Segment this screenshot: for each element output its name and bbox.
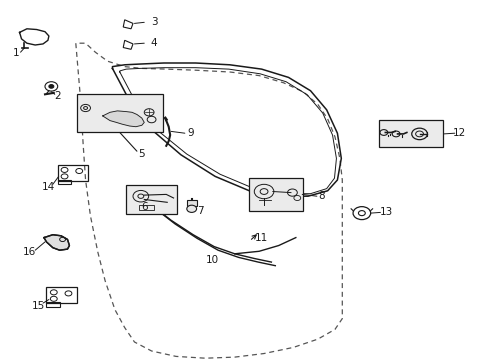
Bar — [77, 94, 162, 132]
Text: 11: 11 — [254, 233, 268, 243]
Text: 13: 13 — [379, 207, 392, 217]
Text: 12: 12 — [452, 128, 466, 138]
Text: 9: 9 — [187, 128, 194, 138]
Bar — [46, 287, 77, 303]
Bar — [58, 180, 71, 184]
Bar — [46, 302, 60, 307]
Circle shape — [49, 85, 54, 88]
Text: 15: 15 — [31, 301, 45, 311]
Text: 14: 14 — [42, 182, 56, 192]
Bar — [249, 178, 303, 211]
Polygon shape — [102, 111, 144, 127]
Bar — [378, 120, 442, 148]
Bar — [126, 185, 177, 214]
Circle shape — [186, 205, 196, 212]
Text: 4: 4 — [150, 38, 157, 48]
Polygon shape — [44, 235, 69, 250]
Text: 16: 16 — [22, 247, 36, 257]
Text: 8: 8 — [318, 191, 325, 201]
Text: 2: 2 — [54, 91, 61, 101]
Bar — [58, 165, 88, 181]
Text: 1: 1 — [12, 48, 19, 58]
Text: 3: 3 — [150, 17, 157, 27]
Text: 10: 10 — [206, 255, 219, 265]
Bar — [186, 200, 196, 206]
Text: 7: 7 — [197, 206, 203, 216]
Bar — [139, 205, 154, 210]
Text: 6: 6 — [141, 202, 148, 212]
Text: 5: 5 — [138, 149, 145, 159]
